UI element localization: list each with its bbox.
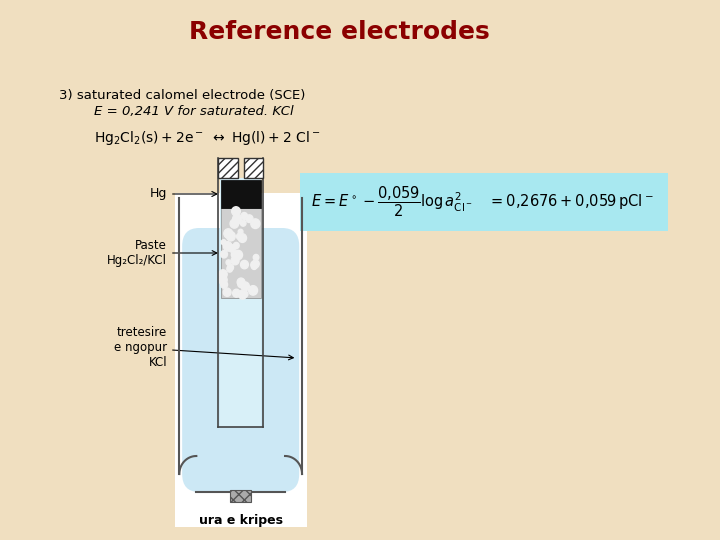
Circle shape [238, 281, 244, 288]
Circle shape [223, 288, 231, 296]
Text: ura e kripes: ura e kripes [199, 514, 283, 527]
Circle shape [233, 289, 240, 297]
Circle shape [240, 260, 248, 269]
Bar [220, 178, 261, 427]
Circle shape [251, 261, 258, 269]
Circle shape [238, 234, 246, 242]
Bar [221, 180, 261, 208]
Text: $\mathrm{Hg_2Cl_2(s) + 2e^-\ \leftrightarrow\ Hg(l) + 2\ Cl^-}$: $\mathrm{Hg_2Cl_2(s) + 2e^-\ \leftrighta… [94, 129, 320, 147]
Circle shape [241, 282, 249, 291]
Circle shape [251, 219, 260, 228]
Text: Paste
Hg₂Cl₂/KCl: Paste Hg₂Cl₂/KCl [107, 239, 217, 267]
Circle shape [246, 215, 253, 222]
Circle shape [230, 219, 238, 228]
Bar [300, 173, 668, 231]
Circle shape [228, 245, 235, 252]
Circle shape [238, 230, 243, 234]
Text: E = 0,241 V for saturated. KCl: E = 0,241 V for saturated. KCl [94, 105, 294, 118]
Circle shape [228, 264, 233, 271]
Circle shape [251, 264, 257, 269]
Circle shape [241, 213, 248, 219]
Circle shape [253, 254, 258, 260]
Bar [230, 490, 251, 502]
Circle shape [238, 290, 247, 299]
Bar [243, 158, 264, 178]
Circle shape [219, 275, 228, 285]
Circle shape [252, 260, 259, 268]
Bar [218, 158, 238, 178]
Text: Reference electrodes: Reference electrodes [189, 20, 490, 44]
Text: Hg: Hg [150, 187, 217, 200]
Circle shape [234, 251, 243, 260]
Bar [175, 193, 307, 527]
Circle shape [248, 286, 258, 295]
Circle shape [231, 256, 239, 265]
Circle shape [227, 266, 233, 272]
FancyBboxPatch shape [182, 228, 300, 492]
Circle shape [233, 214, 242, 224]
Circle shape [220, 251, 228, 258]
Circle shape [225, 245, 231, 251]
Circle shape [237, 233, 243, 240]
Bar [221, 208, 261, 298]
Text: tretesire
e ngopur
KCl: tretesire e ngopur KCl [114, 327, 293, 369]
Circle shape [226, 260, 231, 265]
Circle shape [231, 250, 240, 259]
Text: $E = E^\circ - \dfrac{0{,}059}{2}\log a^2_{\mathrm{Cl}^-}\ \ \ = 0{,}2676 + 0{,}: $E = E^\circ - \dfrac{0{,}059}{2}\log a^… [312, 185, 654, 219]
Circle shape [223, 241, 232, 251]
Text: 3) saturated calomel electrode (SCE): 3) saturated calomel electrode (SCE) [58, 89, 305, 102]
Circle shape [221, 240, 226, 245]
Circle shape [232, 207, 240, 216]
Circle shape [242, 291, 248, 297]
Circle shape [219, 269, 228, 279]
Circle shape [220, 281, 228, 288]
Circle shape [233, 242, 239, 248]
Circle shape [237, 278, 245, 286]
Circle shape [226, 232, 235, 241]
Circle shape [224, 229, 233, 238]
Circle shape [240, 220, 246, 226]
